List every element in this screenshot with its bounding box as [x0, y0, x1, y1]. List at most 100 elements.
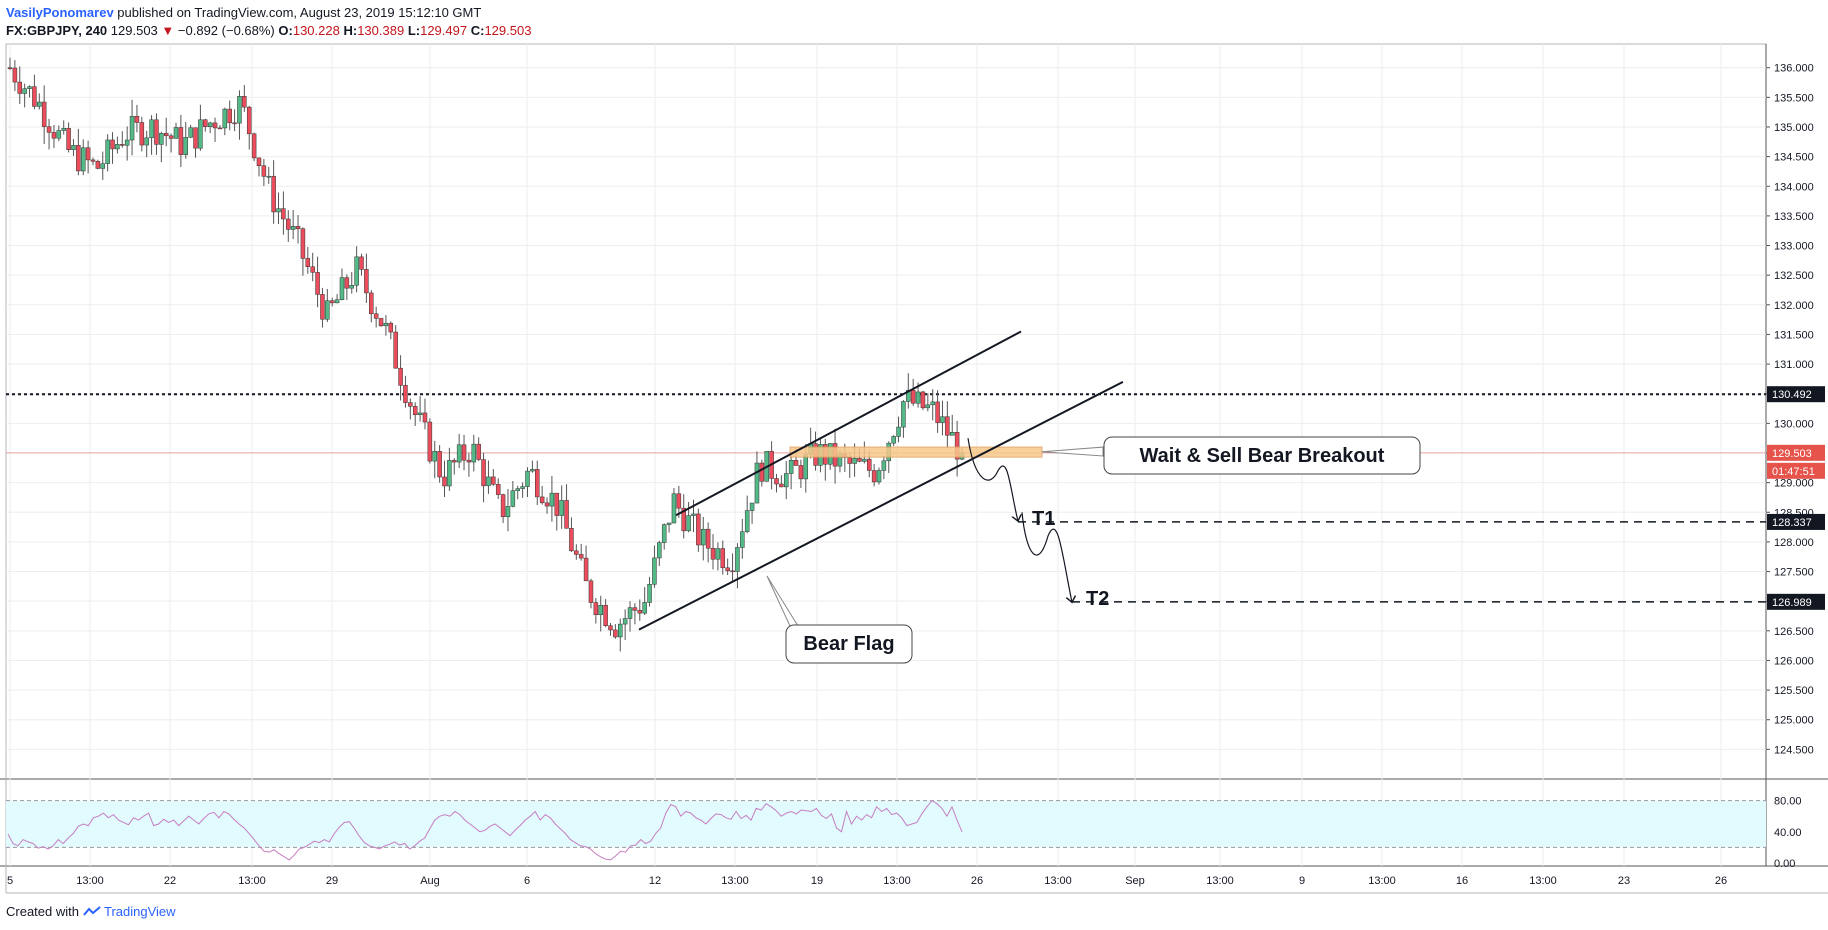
- candle-body: [37, 101, 42, 107]
- candle-body: [398, 367, 403, 386]
- candle-body: [740, 531, 745, 548]
- low-value: 129.497: [420, 23, 468, 38]
- candle-body: [852, 458, 857, 464]
- candle-body: [76, 145, 81, 172]
- tradingview-link[interactable]: TradingView: [104, 904, 176, 919]
- candle-body: [471, 443, 477, 463]
- candle-body: [476, 443, 481, 460]
- open-label: O:: [278, 23, 293, 38]
- candle-body: [232, 122, 237, 125]
- candle-body: [530, 469, 535, 472]
- candle-body: [774, 478, 779, 485]
- candle-body: [359, 256, 364, 270]
- author-link[interactable]: VasilyPonomarev: [6, 5, 114, 20]
- price-label: 130.492: [1772, 389, 1812, 401]
- candle-body: [393, 331, 398, 369]
- candle-body: [432, 451, 437, 462]
- x-tick-label: 13:00: [1044, 875, 1072, 887]
- candle-body: [105, 139, 110, 164]
- candle-body: [881, 460, 887, 471]
- candle-body: [681, 507, 686, 532]
- candle-body: [735, 547, 740, 572]
- close-label: C:: [470, 23, 485, 38]
- candle-body: [339, 277, 345, 300]
- y-tick-label: 126.500: [1774, 626, 1814, 638]
- candle-body: [237, 96, 242, 124]
- candle-body: [344, 277, 350, 289]
- t1-label: T1: [1032, 508, 1055, 530]
- candle-body: [793, 459, 799, 466]
- candle-body: [242, 96, 247, 108]
- candle-body: [622, 618, 628, 625]
- candle-body: [783, 473, 789, 488]
- y-tick-label: 136.000: [1774, 63, 1814, 75]
- candle-body: [598, 604, 603, 615]
- price-label: 129.503: [1772, 448, 1812, 460]
- x-tick-label: 26: [1715, 875, 1727, 887]
- y-tick-label: 125.000: [1774, 715, 1814, 727]
- candle-body: [320, 294, 325, 320]
- y-tick-label: 124.500: [1774, 744, 1814, 756]
- candle-body: [442, 476, 447, 487]
- bear-flag-box: [785, 624, 913, 664]
- candle-body: [691, 513, 696, 516]
- price-label: 126.989: [1772, 597, 1812, 609]
- y-tick-label: 134.500: [1774, 152, 1814, 164]
- candle-body: [569, 528, 574, 552]
- candle-body: [549, 492, 555, 507]
- candle-body: [857, 458, 862, 462]
- candle-body: [866, 458, 872, 471]
- candle-body: [193, 127, 198, 149]
- candle-body: [149, 119, 154, 139]
- candle-body: [412, 406, 418, 416]
- candle-body: [217, 127, 223, 130]
- candle-body: [329, 300, 335, 304]
- candle-body: [110, 139, 115, 150]
- candle-body: [188, 127, 193, 138]
- x-tick-label: 22: [164, 875, 176, 887]
- candle-body: [749, 502, 755, 511]
- y-tick-label: 128.000: [1774, 537, 1814, 549]
- candle-body: [798, 465, 804, 480]
- candle-body: [588, 580, 594, 603]
- candle-body: [129, 116, 135, 141]
- y-tick-label: 131.000: [1774, 359, 1814, 371]
- last-price: 129.503: [110, 23, 158, 38]
- candle-body: [383, 322, 389, 327]
- candle-body: [100, 163, 106, 169]
- y-tick-label: 132.000: [1774, 300, 1814, 312]
- candle-body: [705, 528, 711, 549]
- candle-body: [935, 401, 940, 423]
- price-change: −0.892 (−0.68%): [177, 23, 275, 38]
- y-tick-label: 133.500: [1774, 211, 1814, 223]
- candle-body: [539, 496, 545, 504]
- candle-body: [437, 451, 442, 478]
- x-tick-label: 13:00: [1529, 875, 1557, 887]
- candle-body: [286, 218, 291, 230]
- breakout-callout-box: [1103, 436, 1421, 475]
- candle-body: [456, 444, 462, 463]
- candle-body: [403, 385, 408, 403]
- symbol-label[interactable]: FX:GBPJPY, 240: [6, 23, 108, 38]
- created-with-label: Created with: [6, 904, 79, 919]
- candle-body: [56, 130, 62, 139]
- x-tick-label: 13:00: [76, 875, 104, 887]
- y-tick-label: 131.500: [1774, 329, 1814, 341]
- candle-body: [207, 122, 213, 127]
- chart-header: VasilyPonomarev published on TradingView…: [6, 4, 531, 40]
- candle-body: [388, 322, 394, 333]
- candle-body: [920, 391, 926, 409]
- x-tick-label: 6: [524, 875, 530, 887]
- candle-body: [325, 300, 330, 320]
- x-tick-label: 12: [649, 875, 661, 887]
- candle-body: [134, 116, 140, 123]
- candle-body: [891, 436, 896, 444]
- breakout-zone: [789, 446, 1043, 458]
- candle-body: [227, 108, 232, 124]
- candle-body: [559, 500, 564, 516]
- candle-body: [613, 629, 618, 638]
- x-tick-label: 13:00: [721, 875, 749, 887]
- candle-body: [256, 157, 262, 166]
- ohlc-line: FX:GBPJPY, 240 129.503 ▼ −0.892 (−0.68%)…: [6, 22, 531, 40]
